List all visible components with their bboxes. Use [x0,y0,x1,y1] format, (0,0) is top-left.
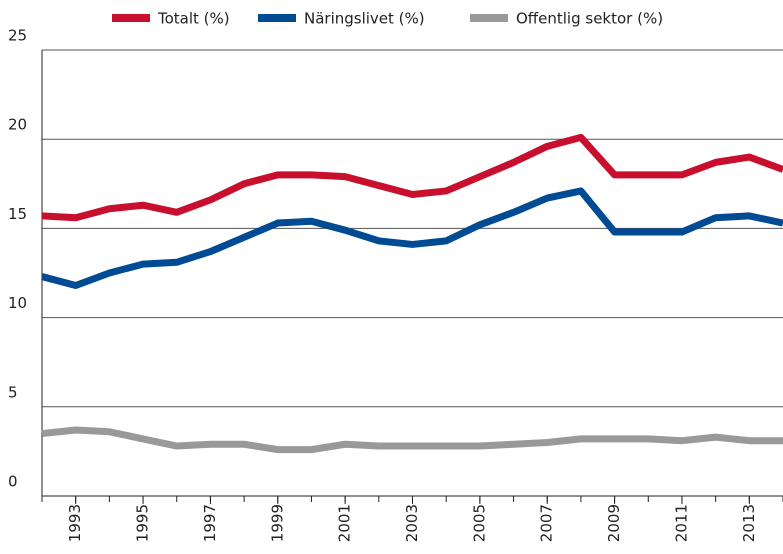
series-line [41,187,783,289]
x-tick-label: 2013 [740,504,758,542]
y-tick-label: 10 [8,294,27,312]
x-tick-label: 2001 [336,504,354,542]
x-tick-label: 2009 [605,504,623,542]
legend-label: Offentlig sektor (%) [516,10,663,28]
x-tick-label: 2005 [470,504,488,542]
x-tick-label: 1995 [134,504,152,542]
x-tick-label: 1993 [66,504,84,542]
x-tick-label: 1999 [268,504,286,542]
legend-swatch [470,14,508,22]
legend-label: Totalt (%) [157,10,230,28]
legend-swatch [112,14,150,22]
y-tick-label: 5 [8,383,18,401]
legend-swatch [258,14,296,22]
x-tick-label: 2011 [672,504,690,542]
x-tick-label: 2003 [403,504,421,542]
y-tick-label: 20 [8,116,27,134]
series-line [41,426,783,454]
y-tick-label: 0 [8,473,18,491]
legend-label: Näringslivet (%) [304,10,425,28]
x-tick-label: 2007 [538,504,556,542]
y-tick-label: 15 [8,205,27,223]
series-line [41,133,783,222]
y-tick-label: 25 [8,27,27,45]
x-tick-label: 1997 [201,504,219,542]
